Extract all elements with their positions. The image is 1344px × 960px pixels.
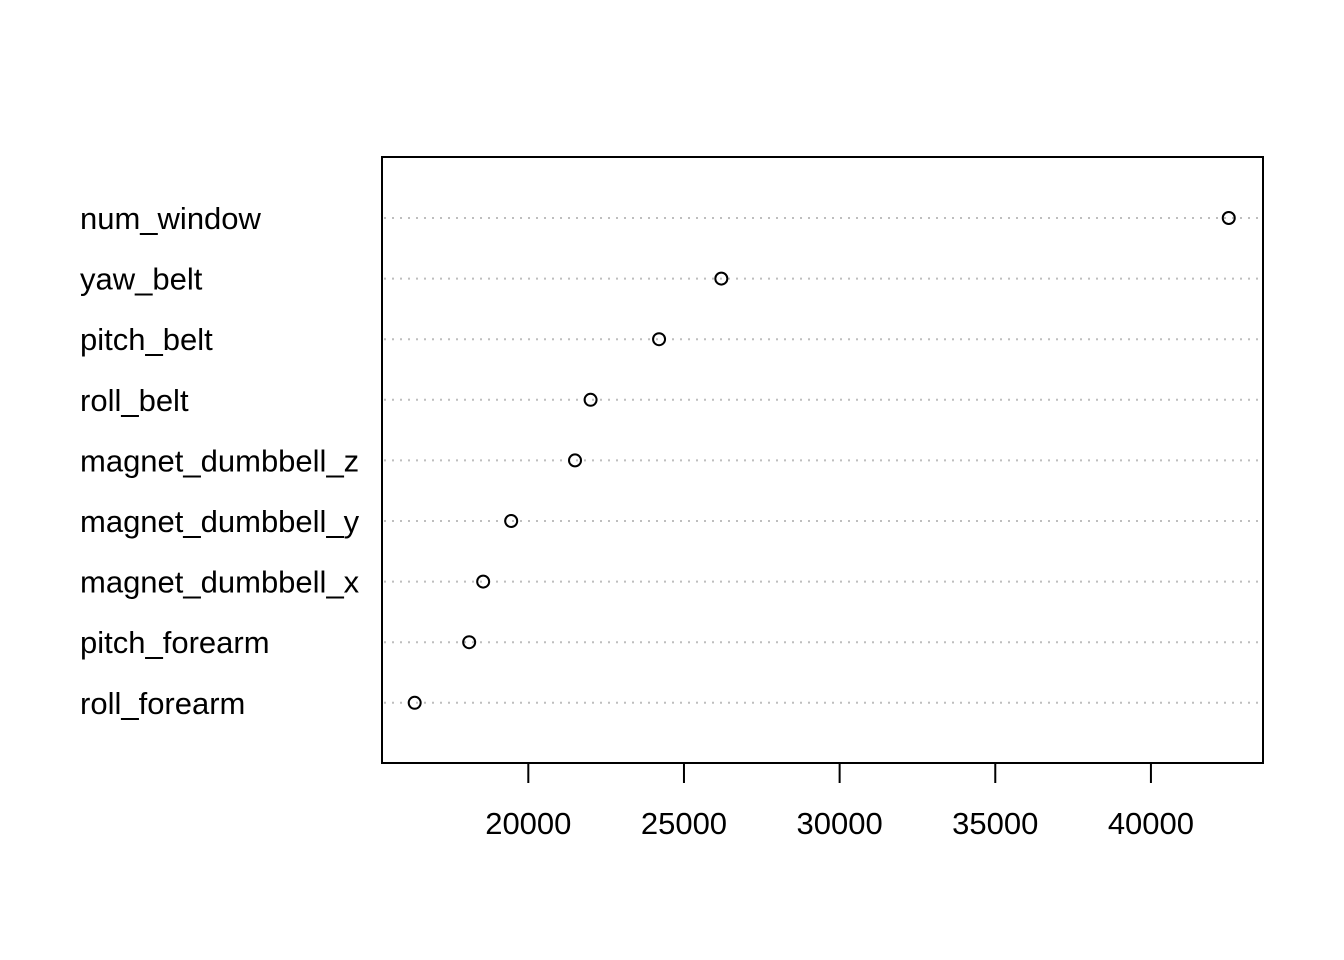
x-tick-label-20000: 20000	[485, 806, 571, 841]
point-pitch_belt	[652, 332, 667, 347]
data-points	[407, 211, 1236, 710]
category-label-magnet_dumbbell_z: magnet_dumbbell_z	[80, 443, 359, 478]
category-label-magnet_dumbbell_x: magnet_dumbbell_x	[80, 565, 360, 600]
category-label-pitch_forearm: pitch_forearm	[80, 625, 270, 660]
point-pitch_forearm	[462, 635, 477, 650]
x-tick-label-30000: 30000	[797, 806, 883, 841]
x-axis: 20000 25000 30000 35000 40000	[485, 762, 1194, 841]
x-tick-label-35000: 35000	[952, 806, 1038, 841]
plot-frame	[381, 156, 1264, 764]
x-tick-label-25000: 25000	[641, 806, 727, 841]
category-label-roll_belt: roll_belt	[80, 383, 189, 418]
point-yaw_belt	[714, 271, 729, 286]
category-label-pitch_belt: pitch_belt	[80, 322, 213, 357]
point-magnet_dumbbell_y	[504, 514, 519, 528]
point-magnet_dumbbell_x	[476, 574, 491, 589]
point-roll_forearm	[407, 695, 422, 710]
point-roll_belt	[583, 392, 598, 407]
point-magnet_dumbbell_z	[568, 453, 583, 468]
category-label-magnet_dumbbell_y: magnet_dumbbell_y	[80, 504, 360, 539]
category-labels: num_window yaw_belt pitch_belt roll_beltmag…	[80, 201, 360, 721]
category-label-yaw_belt: yaw_belt	[80, 262, 203, 297]
grid-lines	[384, 217, 1261, 704]
point-num_window	[1221, 211, 1236, 225]
category-label-num_window: num_window	[80, 201, 262, 236]
category-label-roll_forearm: roll_forearm	[80, 686, 245, 721]
x-tick-label-40000: 40000	[1108, 806, 1194, 841]
